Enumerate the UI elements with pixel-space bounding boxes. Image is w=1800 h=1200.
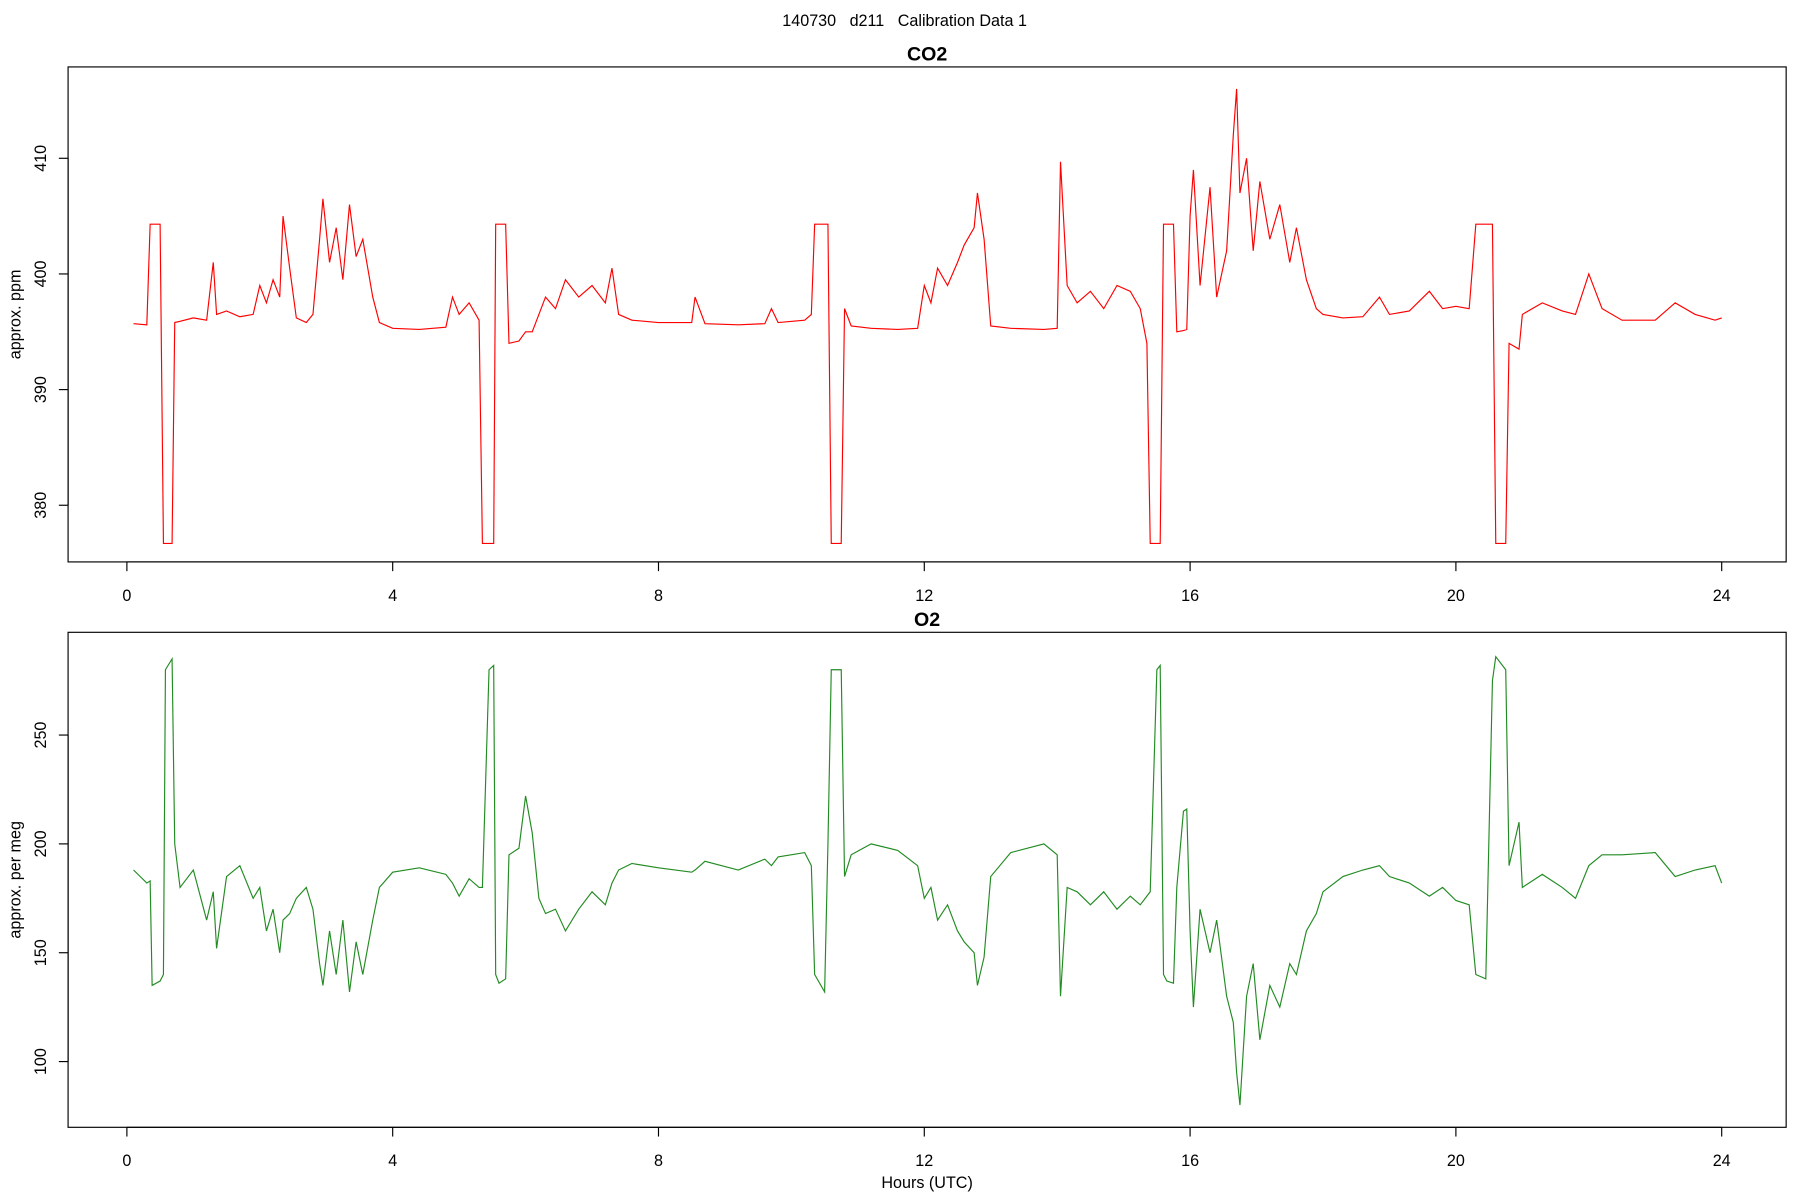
y-tick-label: 400 (32, 260, 50, 287)
y-axis-label: approx. ppm (6, 270, 24, 360)
data-line (133, 88, 1722, 544)
x-tick-label: 8 (654, 1152, 663, 1170)
x-tick-label: 8 (654, 587, 663, 605)
y-tick-label: 100 (32, 1048, 50, 1075)
plot-frame (67, 631, 1787, 1128)
data-line (133, 655, 1723, 1106)
y-axis-label: approx. per meg (6, 821, 24, 939)
x-tick-label: 20 (1447, 1152, 1465, 1170)
y-tick-label: 390 (32, 376, 50, 403)
x-tick-label: 4 (388, 587, 397, 605)
x-axis-label: Hours (UTC) (881, 1174, 972, 1192)
x-tick-label: 0 (122, 587, 131, 605)
x-tick-label: 16 (1181, 1152, 1199, 1170)
chart-title: O2 (914, 609, 940, 631)
x-tick-label: 24 (1713, 1152, 1731, 1170)
y-tick-label: 380 (32, 492, 50, 519)
x-tick-label: 24 (1713, 587, 1731, 605)
plot-frame (67, 66, 1787, 563)
x-tick-label: 16 (1181, 587, 1199, 605)
y-tick-label: 410 (32, 145, 50, 172)
y-tick-label: 150 (32, 939, 50, 966)
figure-title: 140730 d211 Calibration Data 1 (782, 12, 1027, 30)
y-tick-label: 250 (32, 722, 50, 749)
x-tick-label: 4 (388, 1152, 397, 1170)
chart-title: CO2 (907, 44, 947, 66)
x-tick-label: 12 (915, 587, 933, 605)
x-tick-label: 0 (122, 1152, 131, 1170)
y-tick-label: 200 (32, 830, 50, 857)
x-tick-label: 12 (915, 1152, 933, 1170)
x-tick-label: 20 (1447, 587, 1465, 605)
